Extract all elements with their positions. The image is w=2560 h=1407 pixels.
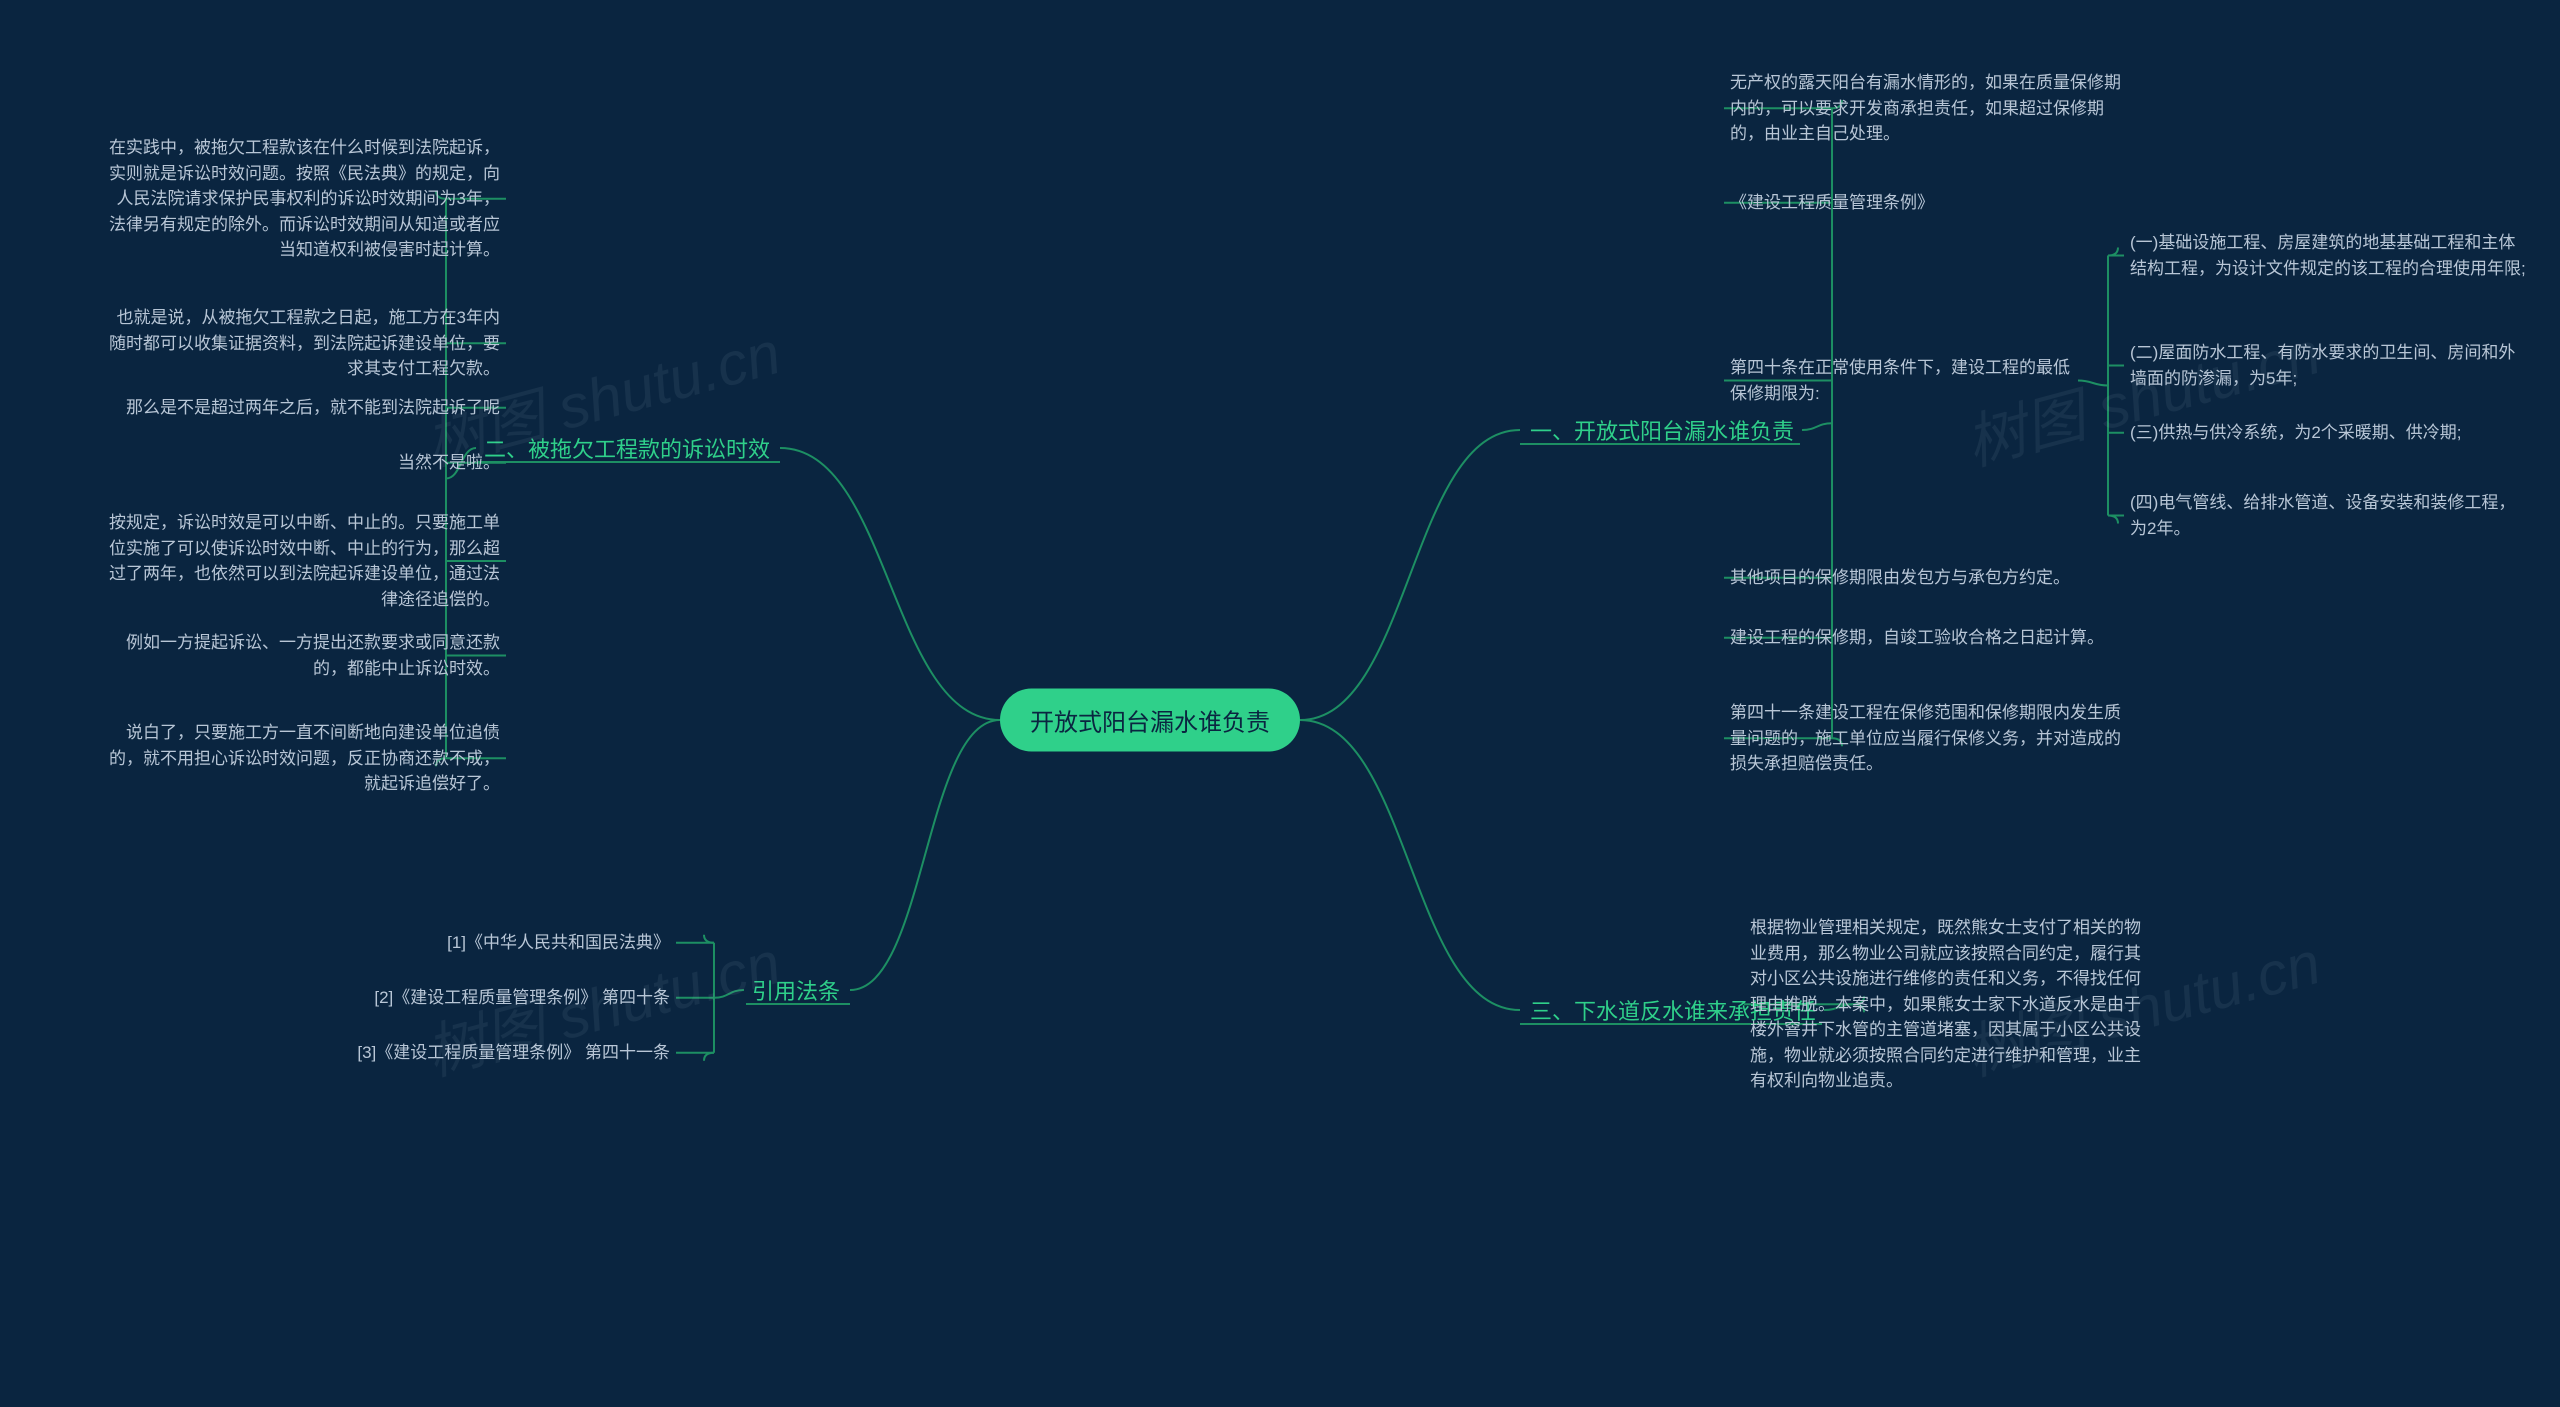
branch-1-subleaf: (三)供热与供冷系统，为2个采暖期、供冷期; [2130, 420, 2530, 446]
branch-2-leaf: 当然不是啦。 [100, 450, 500, 476]
branch-2-leaf: 也就是说，从被拖欠工程款之日起，施工方在3年内随时都可以收集证据资料，到法院起诉… [100, 305, 500, 382]
branch-1-leaf: 无产权的露天阳台有漏水情形的，如果在质量保修期内的，可以要求开发商承担责任，如果… [1730, 70, 2130, 147]
branch-1-leaf: 其他项目的保修期限由发包方与承包方约定。 [1730, 565, 2130, 591]
branch-4-leaf: [2]《建设工程质量管理条例》 第四十条 [374, 985, 670, 1011]
branch-2-leaf: 按规定，诉讼时效是可以中断、中止的。只要施工单位实施了可以使诉讼时效中断、中止的… [100, 510, 500, 612]
root-node[interactable]: 开放式阳台漏水谁负责 [1000, 689, 1300, 752]
branch-2-title[interactable]: 二、被拖欠工程款的诉讼时效 [484, 432, 770, 464]
branch-1-subleaf: (四)电气管线、给排水管道、设备安装和装修工程，为2年。 [2130, 490, 2530, 541]
branch-1-subleaf: (二)屋面防水工程、有防水要求的卫生间、房间和外墙面的防渗漏，为5年; [2130, 340, 2530, 391]
branch-4-title[interactable]: 引用法条 [752, 974, 840, 1006]
branch-2-leaf: 那么是不是超过两年之后，就不能到法院起诉了呢 [100, 395, 500, 421]
branch-4-leaf: [3]《建设工程质量管理条例》 第四十一条 [357, 1040, 670, 1066]
branch-1-title[interactable]: 一、开放式阳台漏水谁负责 [1530, 414, 1794, 446]
branch-2-leaf: 例如一方提起诉讼、一方提出还款要求或同意还款的，都能中止诉讼时效。 [100, 630, 500, 681]
branch-4-leaf: [1]《中华人民共和国民法典》 [447, 930, 670, 956]
branch-3-leaf: 根据物业管理相关规定，既然熊女士支付了相关的物业费用，那么物业公司就应该按照合同… [1750, 915, 2150, 1094]
branch-2-leaf: 说白了，只要施工方一直不间断地向建设单位追债的，就不用担心诉讼时效问题，反正协商… [100, 720, 500, 797]
branch-1-leaf: 第四十一条建设工程在保修范围和保修期限内发生质量问题的，施工单位应当履行保修义务… [1730, 700, 2130, 777]
branch-1-leaf: 《建设工程质量管理条例》 [1730, 190, 2130, 216]
branch-1-subleaf: (一)基础设施工程、房屋建筑的地基基础工程和主体结构工程，为设计文件规定的该工程… [2130, 230, 2530, 281]
branch-1-leaf: 建设工程的保修期，自竣工验收合格之日起计算。 [1730, 625, 2130, 651]
branch-1-leaf: 第四十条在正常使用条件下，建设工程的最低保修期限为: [1730, 355, 2070, 406]
branch-2-leaf: 在实践中，被拖欠工程款该在什么时候到法院起诉，实则就是诉讼时效问题。按照《民法典… [100, 135, 500, 263]
